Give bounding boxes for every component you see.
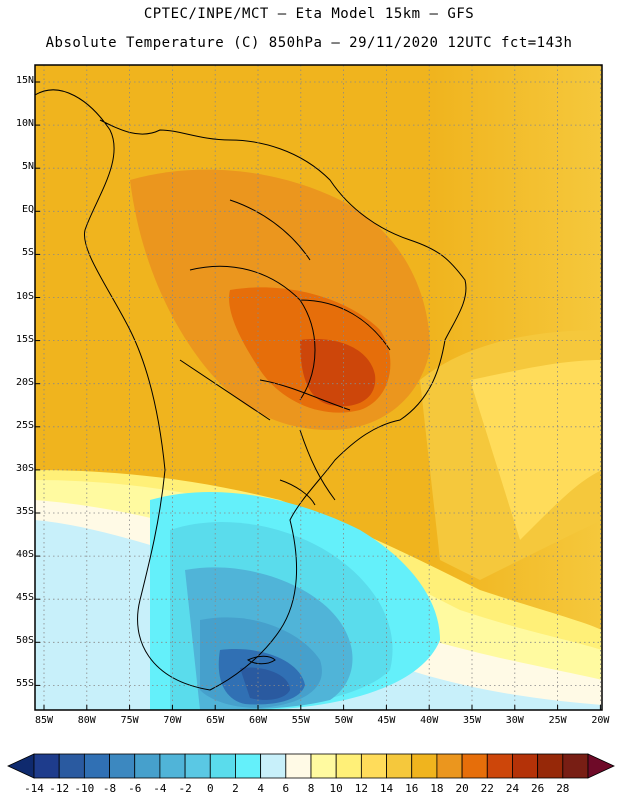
lat-label: 25S	[15, 419, 34, 431]
lat-label: 45S	[15, 592, 34, 604]
colorbar-swatch	[310, 753, 337, 779]
lat-label: 5N	[21, 161, 34, 173]
colorbar-swatch	[411, 753, 438, 779]
map-title-line1: CPTEC/INPE/MCT – Eta Model 15km – GFS	[143, 6, 475, 22]
colorbar-tick-label: 6	[282, 782, 290, 795]
colorbar-tick-label: 4	[257, 782, 264, 795]
lon-label: 30W	[505, 715, 524, 726]
colorbar-swatch	[33, 753, 60, 779]
lat-label: 50S	[15, 635, 34, 647]
colorbar-swatch	[83, 753, 110, 779]
colorbar-swatch	[159, 753, 186, 779]
lat-label: EQ	[21, 204, 34, 216]
lon-label: 70W	[163, 715, 182, 726]
colorbar-tick-label: -10	[74, 782, 95, 795]
colorbar-swatch	[386, 753, 413, 779]
colorbar-swatch	[335, 753, 362, 779]
colorbar-swatch	[436, 753, 463, 779]
colorbar-tick-label: 20	[455, 782, 469, 795]
colorbar-tick-label: -2	[178, 782, 192, 795]
colorbar-swatch	[134, 753, 161, 779]
colorbar-tick-label: -4	[153, 782, 167, 795]
colorbar-swatch	[209, 753, 236, 779]
colorbar-tick-label: -8	[102, 782, 117, 795]
colorbar-swatch	[109, 753, 136, 779]
temperature-field	[35, 65, 602, 710]
lat-label: 30S	[15, 462, 34, 474]
colorbar-swatch	[537, 753, 564, 779]
colorbar-swatch	[260, 753, 287, 779]
colorbar-swatch	[461, 753, 488, 779]
rio-de-la-plata	[279, 479, 316, 506]
lat-label: 10S	[15, 290, 34, 302]
colorbar-tick-label: 28	[556, 782, 570, 795]
field-band-neg10	[240, 667, 290, 700]
lat-label: 35S	[15, 506, 34, 517]
lon-label: 40W	[420, 715, 439, 726]
colorbar-swatch	[562, 753, 589, 779]
colorbar-high-arrow	[587, 753, 615, 779]
lat-label: 15N	[15, 75, 34, 86]
colorbar-swatch	[285, 753, 312, 779]
coastlines	[35, 89, 467, 691]
graticule	[35, 65, 602, 710]
colorbar-tick-label: 8	[307, 782, 315, 795]
lon-label: 20W	[591, 715, 610, 726]
map-frame	[34, 64, 603, 711]
lat-label: 20S	[15, 376, 34, 388]
colorbar-swatch	[486, 753, 513, 779]
lon-label: 80W	[77, 715, 96, 726]
colorbar-swatch	[235, 753, 262, 779]
lon-label: 45W	[377, 715, 396, 726]
lon-label: 85W	[34, 715, 54, 726]
south-america-coast	[35, 89, 467, 691]
colorbar-tick-label: 18	[430, 782, 444, 795]
lat-label: 55S	[15, 678, 34, 690]
colorbar-tick-label: 14	[379, 782, 394, 795]
colorbar-swatch	[360, 753, 387, 779]
colorbar-tick-label: -6	[128, 782, 142, 795]
colorbar-tick-label: 12	[354, 782, 368, 795]
lat-label: 5S	[21, 247, 34, 259]
field-band-14	[470, 360, 602, 540]
colorbar-tick-label: 16	[405, 782, 419, 795]
colorbar-tick-label: -14	[24, 782, 44, 795]
colorbar-low-arrow	[7, 753, 35, 779]
field-band-24	[300, 339, 376, 407]
falklands	[247, 655, 276, 665]
colorbar	[7, 753, 615, 779]
map-title-line2: Absolute Temperature (C) 850hPa – 29/11/…	[45, 35, 573, 51]
lon-label: 50W	[334, 715, 353, 726]
colorbar-tick-label: 0	[206, 782, 214, 795]
lon-label: 75W	[120, 715, 139, 726]
colorbar-tick-label: -12	[49, 782, 70, 795]
lon-label: 60W	[248, 715, 268, 726]
axis-ticks	[35, 81, 601, 710]
lat-label: 15S	[15, 333, 34, 345]
colorbar-swatch	[184, 753, 211, 779]
national-borders	[179, 199, 391, 501]
colorbar-tick-label: 22	[480, 782, 494, 795]
colorbar-tick-label: 10	[329, 782, 343, 795]
colorbar-swatch	[512, 753, 539, 779]
colorbar-tick-label: 2	[232, 782, 239, 795]
lon-label: 65W	[206, 715, 225, 726]
lat-label: 10N	[15, 118, 34, 130]
colorbar-tick-label: 24	[505, 782, 520, 795]
lon-label: 25W	[548, 715, 567, 726]
colorbar-swatch	[58, 753, 85, 779]
colorbar-tick-label: 26	[531, 782, 545, 795]
lat-label: 40S	[15, 549, 34, 561]
lon-label: 35W	[462, 715, 482, 726]
lon-label: 55W	[291, 715, 310, 726]
